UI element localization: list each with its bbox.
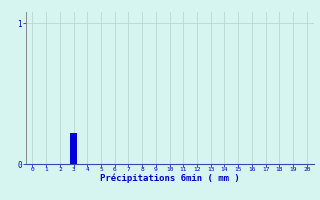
X-axis label: Précipitations 6min ( mm ): Précipitations 6min ( mm ) <box>100 174 239 183</box>
Bar <box>70 133 77 164</box>
